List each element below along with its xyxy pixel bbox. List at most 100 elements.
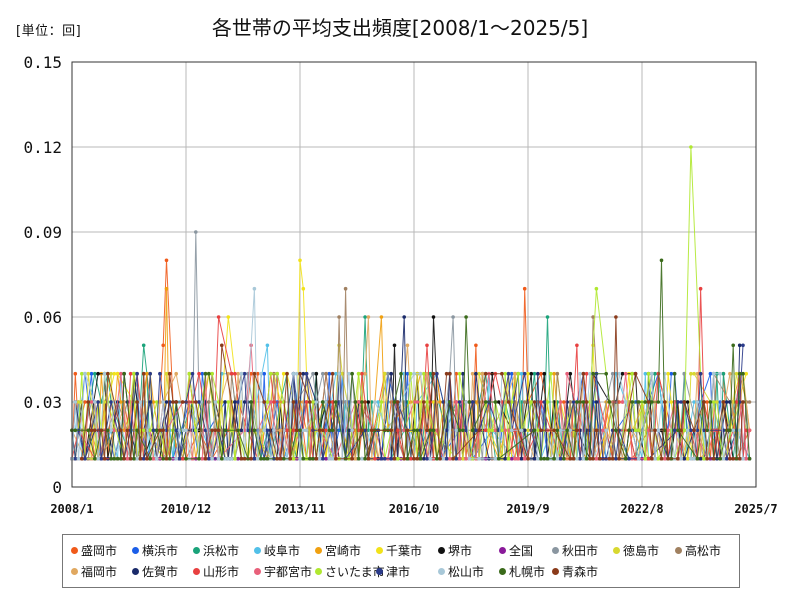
data-point (425, 371, 429, 376)
data-point (545, 456, 550, 461)
data-point (464, 400, 468, 404)
data-point (112, 371, 117, 376)
data-point (132, 456, 136, 461)
data-point (650, 400, 654, 404)
data-point (594, 286, 599, 291)
data-point (311, 371, 315, 376)
data-point (617, 371, 621, 376)
data-point (552, 428, 556, 433)
data-point (102, 456, 107, 461)
data-point (607, 400, 612, 404)
data-point (477, 456, 481, 461)
data-point (161, 456, 165, 461)
data-point (239, 456, 244, 461)
data-point (532, 428, 537, 433)
data-point (272, 428, 276, 433)
data-point (223, 456, 227, 461)
data-point (216, 315, 221, 319)
data-point (728, 428, 732, 433)
data-point (522, 371, 527, 376)
legend-marker (132, 547, 139, 554)
legend-marker (71, 568, 78, 575)
data-point (203, 456, 208, 461)
data-point (542, 400, 547, 404)
data-point (438, 400, 442, 404)
data-point (519, 371, 524, 376)
data-point (395, 456, 400, 461)
data-point (132, 371, 136, 376)
x-tick-label: 2008/1 (50, 502, 93, 516)
data-point (581, 400, 586, 404)
legend-label: 山形市 (203, 565, 240, 579)
data-point (109, 371, 113, 376)
data-point (102, 400, 107, 404)
data-point (444, 456, 449, 461)
data-point (695, 456, 700, 461)
data-point (464, 315, 468, 319)
data-point (558, 428, 563, 433)
data-point (223, 428, 227, 433)
data-point (594, 456, 599, 461)
data-point (519, 428, 524, 433)
legend-marker (675, 547, 682, 554)
data-point (141, 371, 146, 376)
data-point (73, 400, 78, 404)
x-tick-label: 2013/11 (275, 502, 326, 516)
data-point (659, 258, 664, 263)
legend-item: 宮崎市 (315, 542, 361, 559)
data-point (685, 428, 690, 433)
data-point (174, 456, 178, 461)
data-point (457, 400, 462, 404)
data-point (483, 400, 488, 404)
data-point (93, 428, 97, 433)
data-point (278, 428, 283, 433)
data-point (272, 400, 276, 404)
data-point (454, 371, 459, 376)
data-point (141, 343, 146, 348)
data-point (451, 456, 455, 461)
data-point (689, 456, 693, 461)
legend-item: 岐阜市 (254, 542, 300, 559)
data-point (607, 456, 612, 461)
data-point (317, 428, 322, 433)
data-point (174, 371, 178, 376)
data-point (334, 400, 338, 404)
data-point (506, 371, 511, 376)
data-point (526, 428, 530, 433)
data-point (229, 371, 234, 376)
data-point (731, 343, 735, 348)
data-point (685, 400, 690, 404)
data-point (545, 315, 550, 319)
data-point (604, 428, 608, 433)
data-point (314, 371, 319, 376)
data-point (262, 456, 267, 461)
data-point (226, 371, 231, 376)
data-point (148, 371, 152, 376)
data-point (239, 428, 244, 433)
data-point (702, 400, 706, 404)
y-tick-label: 0.09 (23, 223, 62, 242)
data-point (555, 456, 560, 461)
x-tick-label: 2010/12 (161, 502, 212, 516)
data-point (73, 428, 78, 433)
legend-label: 札幌市 (509, 565, 546, 579)
legend-marker (254, 547, 261, 554)
data-point (676, 400, 680, 404)
data-point (731, 428, 735, 433)
data-point (174, 428, 178, 433)
data-point (461, 456, 465, 461)
legend-item: 佐賀市 (132, 563, 178, 580)
legend-label: 津市 (386, 565, 411, 579)
data-point (408, 456, 413, 461)
data-point (545, 400, 550, 404)
data-point (311, 400, 315, 404)
data-point (161, 428, 165, 433)
data-point (519, 456, 524, 461)
data-point (425, 343, 429, 348)
data-point (503, 456, 508, 461)
data-point (122, 371, 126, 376)
data-point (692, 456, 696, 461)
data-point (356, 428, 361, 433)
data-point (623, 456, 628, 461)
